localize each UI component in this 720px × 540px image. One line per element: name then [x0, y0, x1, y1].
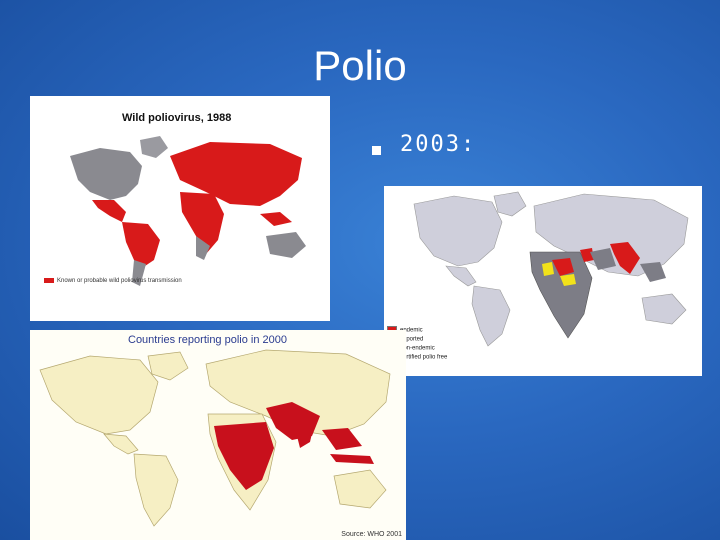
slide-title: Polio — [313, 42, 407, 89]
map-2003: endemic imported non-endemic certified p… — [384, 186, 702, 376]
map-2000: Countries reporting polio in 2000 Source… — [30, 330, 406, 540]
legend-swatch — [44, 278, 54, 283]
world-map-2003-image — [384, 186, 702, 376]
bullet-text: 2003: — [400, 132, 477, 157]
map-1988-legend: Known or probable wild poliovirus transm… — [44, 278, 182, 284]
legend-label: Known or probable wild poliovirus transm… — [57, 278, 182, 285]
map-1988: Wild poliovirus, 1988 Known or probable … — [30, 96, 330, 321]
world-map-1988-image — [70, 136, 306, 286]
world-map-2000-image — [39, 349, 391, 527]
map-2000-title: Countries reporting polio in 2000 — [128, 334, 287, 346]
map-2000-source: Source: WHO 2001 — [341, 531, 402, 538]
bullet-marker — [372, 146, 381, 155]
map-1988-title: Wild poliovirus, 1988 — [122, 112, 232, 124]
